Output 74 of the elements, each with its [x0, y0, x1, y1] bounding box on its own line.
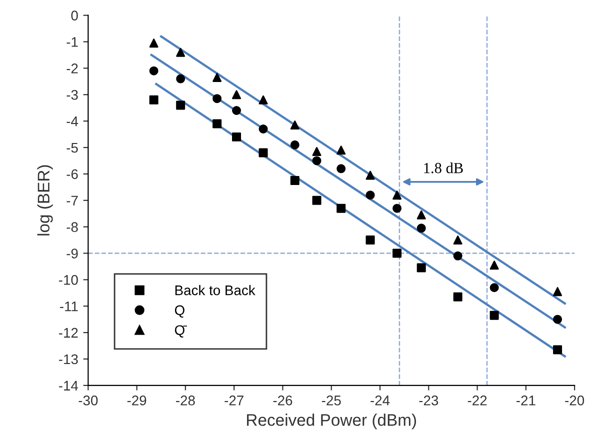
point: [336, 204, 346, 213]
point: [312, 146, 322, 156]
legend-label: Q: [174, 305, 184, 318]
point: [490, 260, 499, 270]
y-tick-label: -5: [66, 142, 78, 153]
point: [553, 287, 562, 296]
y-tick-label: -8: [66, 222, 78, 232]
y-tick-label: -10: [58, 275, 78, 285]
y-tick-label: -4: [66, 116, 78, 126]
annotation: 1.8 dB: [424, 162, 463, 174]
y-tick-label: -11: [60, 302, 78, 312]
x-tick-label: -27: [224, 396, 244, 406]
x-tick-label: -25: [322, 396, 341, 406]
point: [290, 120, 300, 130]
point: [290, 140, 300, 150]
point: [232, 90, 242, 100]
x-axis-title: Received Power (dBm): [247, 414, 416, 430]
point: [149, 66, 158, 76]
point: [258, 148, 268, 158]
x-tick-label: -30: [78, 396, 98, 406]
x-tick-label: -22: [468, 396, 487, 406]
point: [312, 156, 322, 166]
point: [392, 248, 402, 258]
point: [490, 283, 499, 292]
point: [176, 100, 186, 110]
point: [258, 124, 268, 134]
y-tick-label: -2: [66, 64, 78, 74]
point: [176, 48, 186, 57]
y-axis-title: log (BER): [37, 165, 53, 236]
point: [212, 94, 222, 104]
point: [392, 190, 402, 200]
x-tick-label: -24: [370, 396, 390, 406]
point: [366, 190, 375, 200]
point: [416, 224, 426, 233]
x-tick-label: -21: [516, 396, 536, 406]
x-tick-label: -20: [565, 396, 584, 406]
point: [312, 196, 322, 205]
x-tick-label: -23: [419, 396, 438, 406]
y-tick-label: -1: [66, 37, 78, 47]
point: [149, 95, 158, 104]
point: [416, 210, 426, 220]
point: [392, 204, 402, 213]
point: [453, 236, 462, 245]
x-tick-label: -28: [176, 396, 195, 406]
point: [232, 132, 242, 142]
point: [490, 310, 499, 320]
x-tick-label: -26: [273, 396, 292, 406]
y-tick-label: 0: [71, 10, 78, 20]
y-tick-label: -9: [66, 248, 78, 258]
x-tick-label: -29: [127, 396, 146, 406]
point: [212, 119, 222, 128]
point: [416, 263, 426, 272]
y-tick-label: -3: [66, 90, 78, 100]
legend-label: Back to Back: [175, 285, 256, 296]
point: [232, 106, 242, 115]
point: [290, 176, 300, 186]
y-tick-label: -14: [58, 380, 78, 390]
point: [258, 95, 268, 104]
point: [336, 146, 346, 155]
y-tick-label: -13: [58, 354, 78, 364]
point: [366, 236, 375, 245]
point: [366, 170, 375, 180]
point: [453, 292, 462, 302]
y-tick-label: -6: [66, 169, 78, 180]
point: [336, 164, 346, 174]
y-tick-label: -12: [58, 328, 78, 338]
point: [453, 251, 462, 260]
point: [553, 345, 562, 354]
point: [149, 38, 158, 48]
legend-label: Q̄: [174, 325, 187, 338]
point: [176, 74, 186, 84]
y-tick-label: -7: [66, 196, 78, 206]
point: [553, 314, 562, 324]
point: [212, 72, 222, 82]
